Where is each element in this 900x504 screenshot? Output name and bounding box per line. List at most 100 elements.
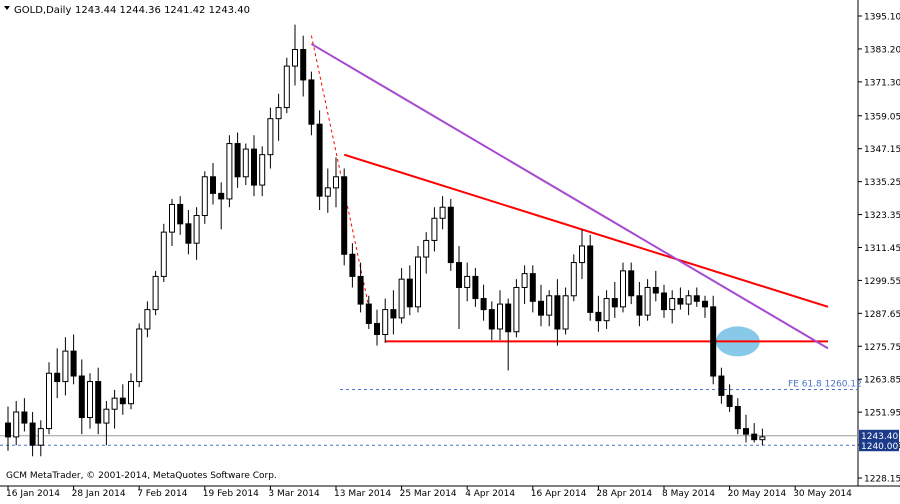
candle [382, 298, 389, 343]
candle [242, 143, 249, 186]
candle [497, 290, 503, 341]
candle-body-bull [382, 309, 389, 336]
candle [21, 398, 28, 432]
candle [521, 265, 528, 305]
candle [308, 71, 315, 136]
candle-body-bull [669, 298, 676, 311]
level-price-badge: 1240.00 [859, 440, 899, 452]
candle [201, 171, 208, 224]
candle-body-bull [13, 411, 20, 438]
candle [661, 284, 667, 318]
candle [693, 287, 700, 307]
candle [546, 290, 553, 327]
candle [119, 384, 126, 415]
candle [447, 198, 454, 271]
candle-body-bear [538, 300, 544, 316]
ohlc-values: 1243.44 1244.36 1241.42 1243.40 [75, 5, 250, 16]
candle [365, 295, 372, 329]
candle-body-bear [652, 286, 659, 294]
candle [464, 262, 471, 302]
price-tick-label: 1287.65 [864, 310, 900, 320]
candle-body-bear [734, 405, 741, 430]
candle [374, 309, 380, 346]
candle [456, 245, 462, 329]
trendlines [310, 35, 829, 350]
candle-body-bear [628, 270, 635, 297]
candle-body-bear [456, 262, 462, 288]
candle-body-bull [128, 381, 134, 405]
time-tick-label: 7 Feb 2014 [137, 489, 188, 499]
candle-body-bull [275, 107, 282, 120]
candle [185, 209, 192, 255]
candle [160, 223, 167, 282]
candle-body-bull [259, 154, 266, 186]
time-tick-label: 16 Jan 2014 [6, 489, 60, 499]
candle [423, 232, 430, 274]
candle [751, 423, 758, 443]
candle-body-bear [70, 350, 77, 377]
candle-body-bear [365, 303, 372, 324]
time-axis-labels: 16 Jan 2014 28 Jan 2014 7 Feb 2014 19 Feb 2… [6, 486, 852, 499]
candle [685, 290, 692, 316]
candle [95, 367, 102, 435]
candle-body-bear [595, 311, 602, 322]
price-axis-labels: 1395.10 1383.20 1371.30 1359.05 1347.15 1335.… [858, 13, 900, 485]
time-tick-label: 30 May 2014 [793, 489, 852, 499]
price-tick-label: 1251.95 [864, 409, 900, 419]
price-tick-label: 1359.05 [864, 112, 900, 122]
candle [357, 262, 364, 313]
candle-body-bear [210, 176, 216, 194]
price-tick-label: 1311.45 [864, 244, 900, 254]
candle-body-bull [431, 217, 438, 241]
symbol-timeframe: GOLD,Daily [14, 5, 71, 16]
candle [136, 323, 143, 388]
candle-body-bull [579, 245, 585, 264]
price-tick-label: 1371.30 [864, 78, 900, 88]
candle [513, 279, 520, 338]
candle [529, 265, 536, 313]
candle [333, 157, 339, 208]
candle-body-bear [488, 309, 495, 330]
candle-body-bull [160, 231, 167, 277]
candle [300, 35, 307, 97]
candle [505, 298, 512, 371]
time-tick-label: 20 May 2014 [728, 489, 787, 499]
candle-body-bear [308, 79, 315, 125]
candle [267, 107, 274, 169]
candle [669, 290, 676, 324]
candle-body-bear [529, 273, 536, 302]
candle [5, 406, 11, 451]
candle-body-bear [390, 309, 397, 319]
candle-body-bull [201, 176, 208, 217]
candle [538, 284, 544, 327]
candle [169, 198, 175, 246]
candle-body-bull [513, 286, 520, 333]
candle-body-bear [300, 48, 307, 81]
candle [341, 168, 348, 266]
candle [480, 284, 487, 321]
candle [62, 337, 69, 396]
candle-body-bull [62, 350, 69, 383]
candle-body-bull [398, 278, 405, 319]
candle-body-bear [743, 428, 749, 435]
candle-body-bull [144, 309, 151, 330]
candle-body-bear [54, 372, 61, 383]
candle-body-bear [677, 298, 684, 305]
candle-body-bull [324, 187, 331, 197]
current-price-badge: 1243.40 [859, 429, 899, 442]
candle [390, 290, 397, 335]
candle-body-bear [505, 303, 512, 333]
candle [144, 301, 151, 338]
candle-body-bear [661, 292, 667, 311]
candle [726, 384, 733, 412]
current-price-label: 1243.40 [861, 432, 898, 442]
time-tick-label: 4 Apr 2014 [465, 489, 515, 499]
candle [37, 420, 44, 457]
candle [595, 295, 602, 332]
price-tick-label: 1263.85 [864, 376, 900, 386]
current-price-badge-bg [859, 429, 899, 441]
candle [292, 24, 298, 86]
candles [5, 24, 766, 457]
time-tick-label: 3 Mar 2014 [268, 489, 320, 499]
candle-body-bull [644, 286, 651, 316]
